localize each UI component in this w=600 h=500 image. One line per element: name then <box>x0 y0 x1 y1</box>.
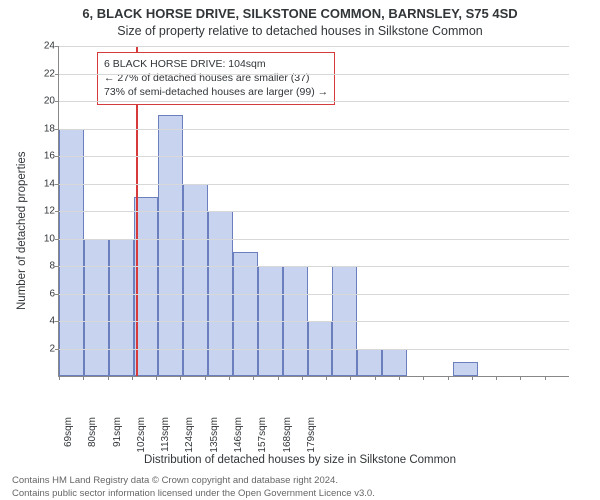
annotation-line-3: 73% of semi-detached houses are larger (… <box>104 85 328 99</box>
y-tick-mark <box>55 156 59 157</box>
y-tick-label: 8 <box>29 261 55 272</box>
y-tick-label: 12 <box>29 206 55 217</box>
y-tick-label: 14 <box>29 178 55 189</box>
histogram-bar <box>158 115 183 376</box>
x-tick-mark <box>229 376 230 380</box>
x-tick-mark <box>156 376 157 380</box>
gridline <box>59 156 569 157</box>
y-tick-label: 6 <box>29 288 55 299</box>
title-address: 6, BLACK HORSE DRIVE, SILKSTONE COMMON, … <box>0 6 600 21</box>
y-tick-mark <box>55 239 59 240</box>
x-tick-mark <box>545 376 546 380</box>
x-tick-mark <box>350 376 351 380</box>
x-tick-mark <box>278 376 279 380</box>
y-tick-mark <box>55 266 59 267</box>
x-tick-mark <box>180 376 181 380</box>
y-tick-label: 10 <box>29 233 55 244</box>
y-tick-mark <box>55 294 59 295</box>
gridline <box>59 129 569 130</box>
gridline <box>59 266 569 267</box>
attribution-line-2: Contains public sector information licen… <box>12 488 588 500</box>
annotation-line-1: 6 BLACK HORSE DRIVE: 104sqm <box>104 57 328 71</box>
histogram-bar <box>109 239 134 377</box>
x-tick-mark <box>520 376 521 380</box>
y-tick-mark <box>55 129 59 130</box>
y-tick-mark <box>55 74 59 75</box>
y-tick-label: 20 <box>29 96 55 107</box>
x-tick-mark <box>302 376 303 380</box>
gridline <box>59 184 569 185</box>
x-tick-mark <box>59 376 60 380</box>
x-tick-mark <box>132 376 133 380</box>
attribution-line-1: Contains HM Land Registry data © Crown c… <box>12 475 588 487</box>
annotation-box: 6 BLACK HORSE DRIVE: 104sqm ← 27% of det… <box>97 52 335 105</box>
histogram-bar <box>59 129 84 377</box>
y-tick-label: 24 <box>29 41 55 52</box>
gridline <box>59 101 569 102</box>
x-tick-mark <box>423 376 424 380</box>
histogram-bar <box>357 349 382 377</box>
y-tick-label: 4 <box>29 316 55 327</box>
x-tick-mark <box>399 376 400 380</box>
y-tick-mark <box>55 46 59 47</box>
y-tick-label: 18 <box>29 123 55 134</box>
x-tick-mark <box>83 376 84 380</box>
gridline <box>59 74 569 75</box>
gridline <box>59 349 569 350</box>
plot-area: 6 BLACK HORSE DRIVE: 104sqm ← 27% of det… <box>58 46 569 377</box>
y-tick-mark <box>55 184 59 185</box>
gridline <box>59 294 569 295</box>
y-tick-mark <box>55 211 59 212</box>
histogram-bar <box>84 239 109 377</box>
x-tick-mark <box>108 376 109 380</box>
histogram-bar <box>382 349 407 377</box>
gridline <box>59 211 569 212</box>
histogram-bar <box>183 184 208 377</box>
gridline <box>59 46 569 47</box>
attribution: Contains HM Land Registry data © Crown c… <box>12 475 588 500</box>
x-axis-label: Distribution of detached houses by size … <box>0 454 600 466</box>
histogram-bar <box>233 252 258 376</box>
title-subtitle: Size of property relative to detached ho… <box>0 24 600 38</box>
x-tick-mark <box>472 376 473 380</box>
x-tick-mark <box>496 376 497 380</box>
gridline <box>59 239 569 240</box>
gridline <box>59 321 569 322</box>
y-tick-label: 2 <box>29 343 55 354</box>
y-tick-label: 22 <box>29 68 55 79</box>
chart-container: 6, BLACK HORSE DRIVE, SILKSTONE COMMON, … <box>0 0 600 500</box>
x-tick-mark <box>253 376 254 380</box>
y-axis-label: Number of detached properties <box>16 151 28 310</box>
y-tick-mark <box>55 321 59 322</box>
y-tick-mark <box>55 101 59 102</box>
x-tick-mark <box>375 376 376 380</box>
x-tick-mark <box>205 376 206 380</box>
x-tick-mark <box>326 376 327 380</box>
x-tick-mark <box>448 376 449 380</box>
y-tick-mark <box>55 349 59 350</box>
y-tick-label: 16 <box>29 151 55 162</box>
histogram-bar <box>453 362 478 376</box>
